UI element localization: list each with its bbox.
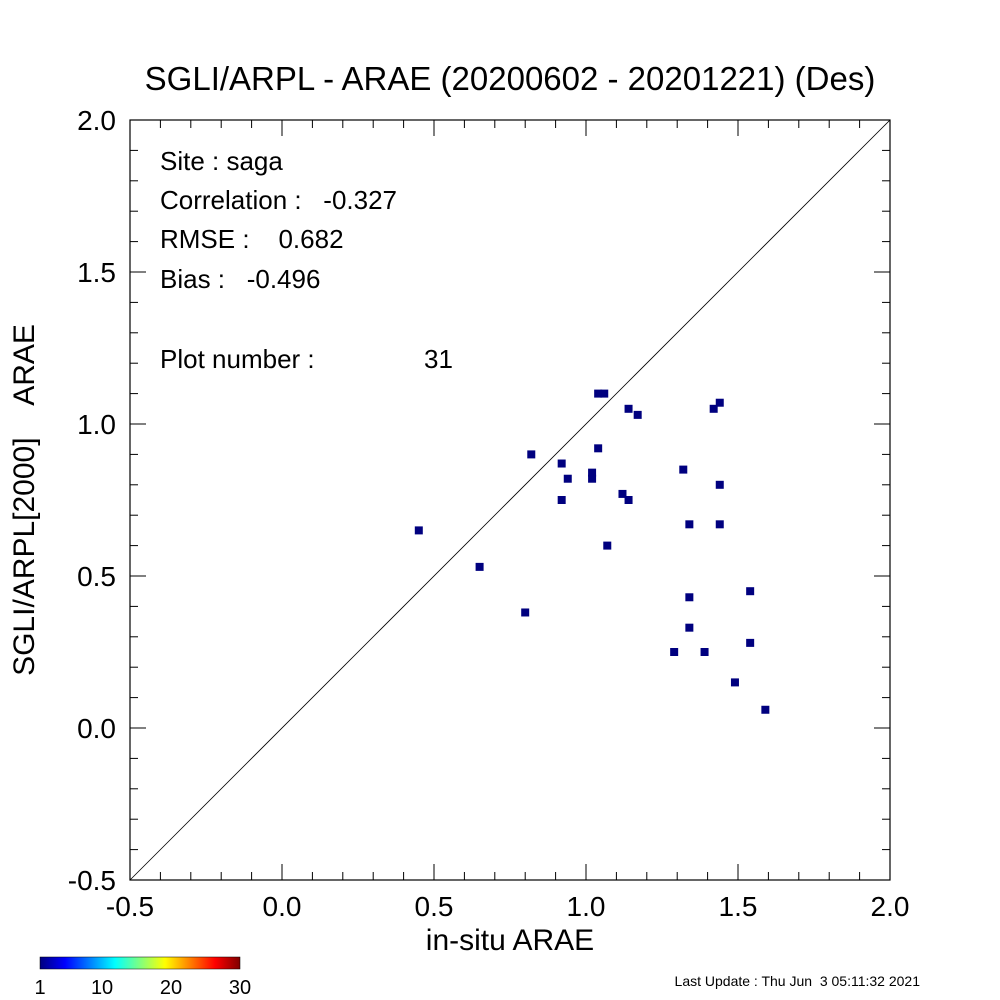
data-point bbox=[685, 593, 694, 602]
data-point bbox=[475, 562, 484, 571]
x-tick-label: 0.0 bbox=[263, 891, 302, 922]
colorbar-tick-labels: 1 10 20 30 bbox=[34, 977, 251, 999]
data-point bbox=[709, 404, 718, 413]
colorbar-tick-label: 10 bbox=[91, 977, 113, 999]
data-point bbox=[563, 474, 572, 483]
data-point bbox=[557, 496, 566, 504]
data-point bbox=[600, 389, 609, 398]
y-tick-label: 0.5 bbox=[77, 561, 116, 592]
data-point bbox=[594, 444, 603, 453]
data-point bbox=[603, 541, 612, 550]
y-tick-label: 2.0 bbox=[77, 105, 116, 136]
data-point bbox=[527, 450, 536, 459]
data-point bbox=[633, 410, 642, 419]
data-point bbox=[700, 648, 709, 656]
x-tick-label: 0.5 bbox=[415, 891, 454, 922]
colorbar-tick-label: 1 bbox=[34, 977, 45, 999]
colorbar: 1 10 20 30 bbox=[34, 956, 251, 999]
x-tick-label: 1.5 bbox=[719, 891, 758, 922]
x-tick-labels: -0.5 0.0 0.5 1.0 1.5 2.0 bbox=[106, 891, 910, 922]
correlation-annotation: Correlation : -0.327 bbox=[160, 185, 397, 215]
data-point bbox=[715, 480, 724, 489]
x-tick-label: -0.5 bbox=[106, 891, 154, 922]
data-point bbox=[730, 678, 739, 687]
plot-frame bbox=[129, 119, 891, 881]
colorbar-tick-label: 20 bbox=[160, 977, 182, 999]
data-point bbox=[685, 520, 694, 529]
colorbar-gradient bbox=[39, 956, 241, 970]
y-tick-labels: -0.5 0.0 0.5 1.0 1.5 2.0 bbox=[68, 105, 116, 896]
data-point bbox=[685, 623, 694, 632]
data-point bbox=[557, 459, 566, 468]
data-point bbox=[746, 638, 755, 647]
data-point bbox=[618, 489, 627, 498]
data-point bbox=[670, 648, 679, 656]
axis-ticks bbox=[129, 119, 891, 881]
data-point bbox=[521, 608, 530, 617]
data-points bbox=[414, 389, 770, 714]
data-point bbox=[588, 468, 597, 477]
y-tick-label: 1.5 bbox=[77, 257, 116, 288]
y-tick-label: 1.0 bbox=[77, 409, 116, 440]
x-tick-label: 2.0 bbox=[871, 891, 910, 922]
rmse-annotation: RMSE : 0.682 bbox=[160, 224, 344, 254]
x-axis-label: in-situ ARAE bbox=[426, 924, 594, 957]
data-point bbox=[414, 526, 423, 535]
site-annotation: Site : saga bbox=[160, 146, 283, 176]
data-point bbox=[715, 398, 724, 407]
plot-area bbox=[129, 119, 891, 881]
data-point bbox=[624, 496, 633, 504]
y-axis-label: SGLI/ARPL[2000] ARAE bbox=[8, 324, 41, 676]
x-tick-label: 1.0 bbox=[567, 891, 606, 922]
y-tick-label: -0.5 bbox=[68, 865, 116, 896]
chart-title: SGLI/ARPL - ARAE (20200602 - 20201221) (… bbox=[145, 60, 876, 97]
one-to-one-line bbox=[129, 119, 891, 881]
last-update-text: Last Update : Thu Jun 3 05:11:32 2021 bbox=[675, 973, 921, 989]
plot-number-value: 31 bbox=[424, 344, 453, 374]
bias-annotation: Bias : -0.496 bbox=[160, 264, 320, 294]
colorbar-tick-label: 30 bbox=[229, 977, 251, 999]
y-tick-label: 0.0 bbox=[77, 713, 116, 744]
data-point bbox=[679, 465, 688, 474]
data-point bbox=[761, 705, 770, 714]
data-point bbox=[746, 587, 755, 596]
stats-annotations: Site : saga Correlation : -0.327 RMSE : … bbox=[160, 146, 453, 374]
data-point bbox=[588, 474, 597, 483]
data-point bbox=[624, 404, 633, 413]
data-point bbox=[715, 520, 724, 529]
data-point bbox=[594, 389, 603, 398]
plot-number-label: Plot number : bbox=[160, 344, 315, 374]
